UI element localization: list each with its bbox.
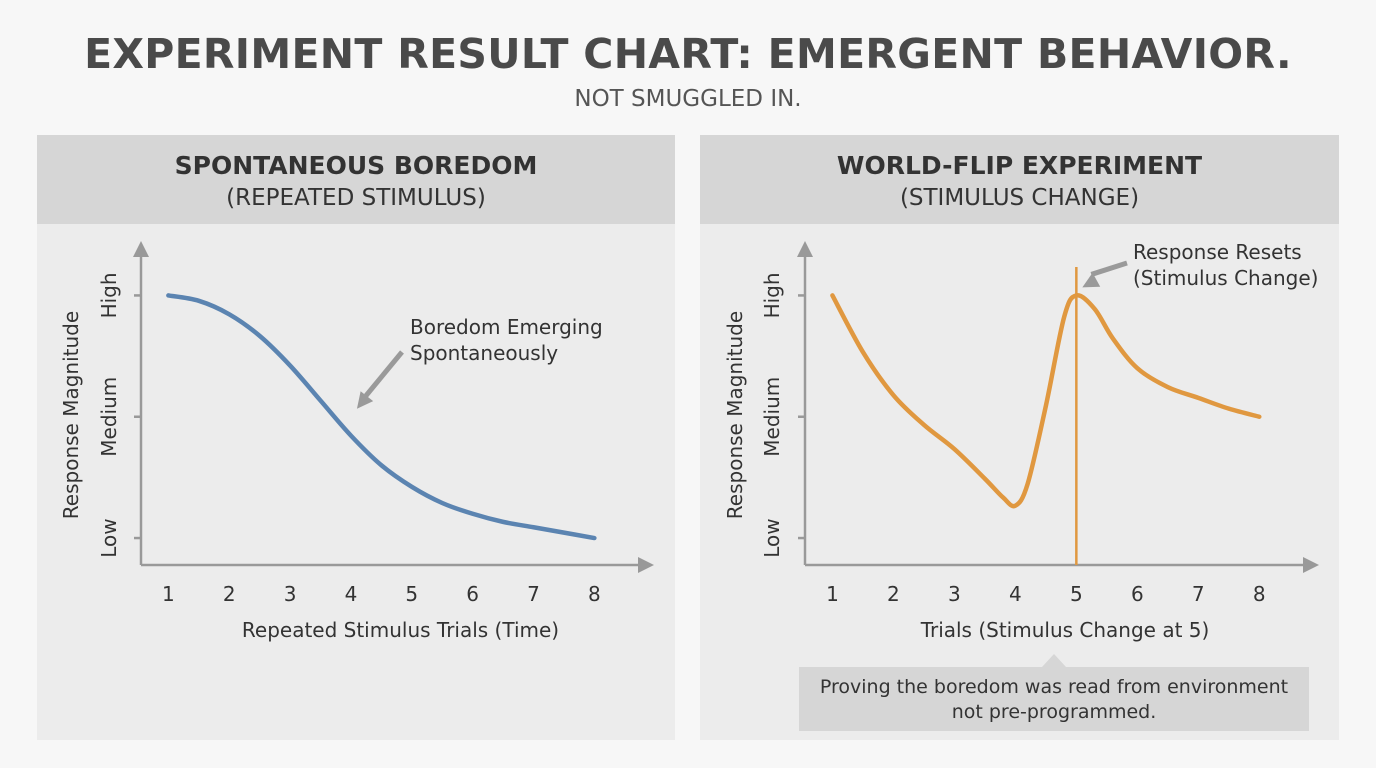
- right-x-tick-label: 6: [1131, 582, 1144, 606]
- right-annotation-text-0: Response Resets: [1133, 240, 1302, 264]
- left-panel-title: SPONTANEOUS BOREDOM: [174, 151, 538, 180]
- right-x-tick-label: 1: [826, 582, 839, 606]
- right-x-tick-label: 4: [1009, 582, 1022, 606]
- right-x-tick-label: 2: [887, 582, 900, 606]
- left-x-tick-label: 3: [284, 582, 297, 606]
- right-x-axis-label: Trials (Stimulus Change at 5): [920, 618, 1210, 642]
- right-y-tick-label-high: High: [760, 272, 784, 318]
- left-x-tick-label: 1: [162, 582, 175, 606]
- right-y-axis-arrow: [797, 241, 813, 257]
- left-panel-header: SPONTANEOUS BOREDOM (REPEATED STIMULUS): [37, 135, 675, 224]
- right-annotation-arrow: [1090, 260, 1128, 277]
- right-y-tick-label-medium: Medium: [760, 377, 784, 457]
- page-subtitle: NOT SMUGGLED IN.: [574, 86, 802, 112]
- right-x-tick-label: 5: [1070, 582, 1083, 606]
- left-y-tick-label-high: High: [97, 272, 121, 318]
- left-x-axis-label: Repeated Stimulus Trials (Time): [242, 618, 559, 642]
- right-panel-subtitle: (STIMULUS CHANGE): [899, 185, 1140, 211]
- left-y-axis-label: Response Magnitude: [59, 311, 83, 519]
- left-annotation-arrowhead: [356, 391, 374, 409]
- right-panel: WORLD-FLIP EXPERIMENT (STIMULUS CHANGE): [700, 135, 1339, 740]
- right-x-axis-arrow: [1303, 557, 1319, 573]
- left-x-tick-label: 2: [223, 582, 236, 606]
- left-x-tick-label: 8: [588, 582, 601, 606]
- left-panel: SPONTANEOUS BOREDOM (REPEATED STIMULUS): [37, 135, 675, 740]
- right-x-tick-label: 8: [1253, 582, 1266, 606]
- conclusion-note-line-2: not pre-programmed.: [951, 701, 1157, 723]
- page-title: EXPERIMENT RESULT CHART: EMERGENT BEHAVI…: [84, 30, 1292, 78]
- left-x-tick-label: 7: [527, 582, 540, 606]
- right-x-tick-label: 3: [948, 582, 961, 606]
- right-series-line-0: [830, 293, 1262, 509]
- right-annotation-text-1: (Stimulus Change): [1133, 266, 1318, 290]
- left-annotation-text-0: Boredom Emerging: [410, 315, 603, 339]
- conclusion-note: Proving the boredom was read from enviro…: [799, 667, 1309, 731]
- right-x-tick-label: 7: [1192, 582, 1205, 606]
- left-y-tick-label-low: Low: [97, 518, 121, 557]
- right-panel-header: WORLD-FLIP EXPERIMENT (STIMULUS CHANGE): [700, 135, 1339, 224]
- left-y-tick-label-medium: Medium: [97, 377, 121, 457]
- left-x-tick-label: 4: [345, 582, 358, 606]
- right-annotation-arrowhead: [1082, 272, 1101, 288]
- left-x-axis-arrow: [638, 557, 654, 573]
- left-annotation-arrow: [364, 350, 404, 398]
- right-y-axis-label: Response Magnitude: [723, 311, 747, 519]
- right-panel-title: WORLD-FLIP EXPERIMENT: [836, 151, 1203, 180]
- left-y-axis-arrow: [133, 241, 149, 257]
- left-panel-subtitle: (REPEATED STIMULUS): [226, 185, 486, 211]
- right-y-tick-label-low: Low: [760, 518, 784, 557]
- conclusion-note-line-1: Proving the boredom was read from enviro…: [819, 676, 1289, 698]
- left-annotation-text-1: Spontaneously: [410, 341, 558, 365]
- left-x-tick-label: 5: [405, 582, 418, 606]
- left-series-line-0: [166, 293, 597, 541]
- left-x-tick-label: 6: [466, 582, 479, 606]
- conclusion-note-pointer: [1042, 654, 1066, 667]
